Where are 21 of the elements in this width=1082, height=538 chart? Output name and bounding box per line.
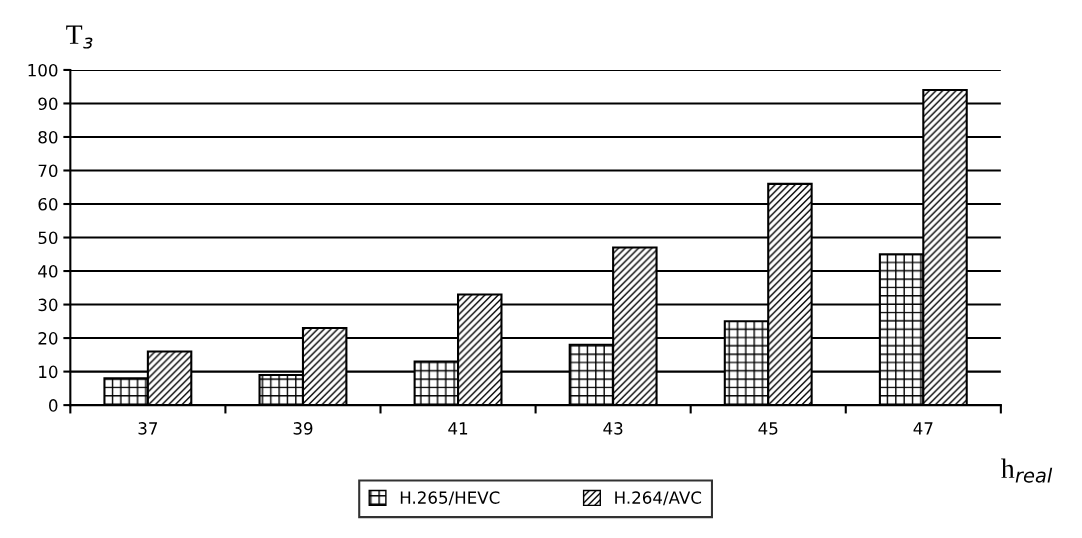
x-tick-label: 41 [448, 422, 468, 435]
x-tick-label: 45 [758, 422, 778, 435]
x-tick-label: 47 [913, 422, 933, 435]
y-tick-label: 100 [28, 63, 58, 77]
x-tick-label: 39 [293, 422, 313, 435]
y-tick-label: 90 [38, 97, 58, 111]
x-tick-label: 43 [603, 422, 623, 435]
y-tick-label: 60 [38, 197, 58, 211]
y-tick-label: 20 [38, 332, 58, 345]
y-tick-label: 80 [38, 130, 58, 144]
legend-label: H.265/HEVC [400, 491, 500, 506]
y-tick-label: 10 [39, 365, 58, 379]
y-tick-label: 30 [38, 298, 58, 312]
legend-label: H.264/AVC [615, 491, 702, 506]
x-tick-label: 37 [138, 422, 158, 435]
y-axis-title: T$_{з}$ [66, 25, 93, 49]
x-axis-title: h$_{real}$ [1001, 458, 1053, 483]
y-tick-label: 0 [49, 399, 58, 412]
y-tick-label: 70 [38, 164, 58, 178]
y-tick-label: 40 [38, 265, 58, 278]
y-tick-label: 50 [38, 231, 58, 245]
